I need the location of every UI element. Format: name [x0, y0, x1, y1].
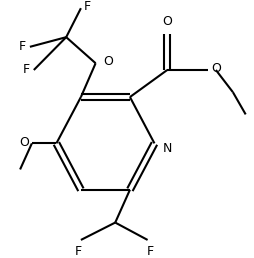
Text: O: O [103, 55, 113, 68]
Text: F: F [75, 245, 82, 258]
Text: O: O [162, 15, 172, 28]
Text: N: N [163, 142, 172, 155]
Text: F: F [147, 245, 154, 258]
Text: F: F [19, 40, 26, 53]
Text: F: F [83, 1, 90, 13]
Text: O: O [20, 136, 29, 149]
Text: F: F [23, 63, 30, 77]
Text: O: O [211, 62, 221, 75]
